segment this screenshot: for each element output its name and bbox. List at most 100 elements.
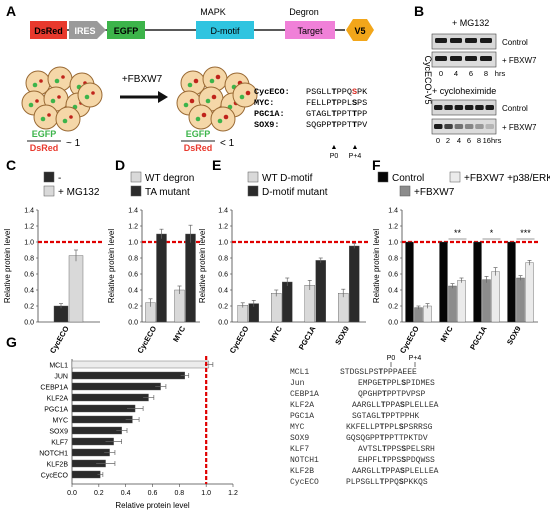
x-axis-label: Relative protein level [115, 501, 189, 510]
seqG-seq: SGTAGLTPPTPPHK [352, 412, 419, 421]
legend-label: WT degron [145, 173, 194, 184]
timepoint: 0 [439, 69, 443, 78]
band [465, 38, 477, 43]
bar [448, 285, 457, 323]
ratio-value-left: ~ 1 [66, 138, 81, 149]
seqA-seq: PSGLLTPPQSPK [306, 87, 368, 97]
seqA-p0-arrow: ▲ [331, 144, 338, 151]
legend-swatch [43, 171, 55, 183]
timepoint: 0 [436, 136, 440, 145]
y-tick-label: 0.4 [128, 288, 138, 295]
bar [71, 382, 161, 391]
category-label: PGC1A [468, 324, 489, 351]
seqG-seq: STDGSLPSTPPPAEEE [340, 368, 417, 377]
cell-cluster-right [176, 66, 258, 132]
bar [304, 285, 315, 323]
category-label: MYC [439, 324, 455, 343]
egfp-dot [54, 78, 60, 84]
blot2-fbxw7-label: + FBXW7 [502, 123, 537, 132]
dsred-dot [57, 95, 61, 99]
bar [507, 241, 516, 323]
y-tick-label: 0.2 [128, 304, 138, 311]
bar [71, 393, 149, 402]
category-label: MYC [171, 324, 187, 343]
panel-label-d: D [115, 157, 125, 173]
y-axis-label: Relative protein level [3, 229, 12, 303]
seqG-seq: GQSQGPPTPPTTPKTDV [346, 434, 428, 443]
timepoint: 16hrs [483, 136, 502, 145]
seqG-name: KLF7 [290, 445, 309, 454]
y-tick-label: 0.0 [218, 320, 228, 327]
y-tick-label: 0.2 [388, 304, 398, 311]
blot-mg132-control [431, 33, 497, 50]
cell [77, 82, 103, 108]
blot1-timepoints: 0 4 6 8 hrs [439, 69, 506, 78]
y-tick-label: 1.2 [128, 224, 138, 231]
dmotif-label: D-motif [211, 26, 240, 36]
timepoint: 6 [469, 69, 473, 78]
bar-charts: 0.0 0.2 0.4 0.6 0.8 1.0 1.2 1.4 Relative protein… [3, 171, 550, 510]
panel-label-c: C [6, 157, 16, 173]
seqG-name: NOTCH1 [290, 456, 319, 465]
egfp-box [107, 21, 145, 39]
egfp-dot [217, 118, 223, 124]
bar [405, 241, 414, 323]
cell [210, 106, 236, 132]
band [454, 124, 464, 129]
panel-label-g: G [6, 334, 17, 350]
dsred-dot [61, 75, 65, 79]
seqG-name: PGC1A [290, 412, 314, 421]
y-axis-label: Relative protein level [198, 229, 207, 303]
category-label: SOX9 [333, 325, 351, 347]
significance-marker: ** [454, 228, 462, 238]
y-tick-label: 0.0 [388, 320, 398, 327]
legend-label: + MG132 [58, 187, 100, 198]
y-tick-label: 1.0 [218, 240, 228, 247]
y-tick-label: 0.6 [24, 272, 34, 279]
ires-label: IRES [74, 26, 95, 36]
seqA-seq: GTAGLTPPTTPP [306, 109, 367, 119]
seqA-p4-arrow: ▲ [352, 144, 359, 151]
band [480, 56, 492, 61]
blot2-control-label: Control [502, 104, 528, 113]
legend-label: - [58, 173, 61, 184]
target-box [285, 21, 335, 39]
cell [188, 104, 214, 130]
bar [237, 305, 248, 323]
v5-hexagon [346, 19, 374, 41]
panel-label-f: F [372, 157, 381, 173]
ratio-value-right: < 1 [220, 138, 235, 149]
y-tick-label: 0.6 [128, 272, 138, 279]
bar [271, 293, 282, 323]
bar [473, 241, 482, 323]
bar [282, 281, 293, 323]
seqG-name: SOX9 [290, 434, 309, 443]
band [485, 124, 494, 129]
y-tick-label: 0.8 [218, 256, 228, 263]
bar [71, 470, 101, 479]
category-label: SOX9 [505, 325, 523, 347]
y-tick-label: 0.4 [388, 288, 398, 295]
target-label: Target [297, 26, 323, 36]
dsred-label: DsRed [34, 26, 63, 36]
y-tick-label: 0.8 [24, 256, 34, 263]
seqA-seq: FELLPTPPLSPS [306, 98, 367, 108]
bar [71, 448, 110, 457]
y-tick-label: 1.0 [388, 240, 398, 247]
legend-label: Control [392, 173, 424, 184]
seqG-name: KLF2A [290, 401, 314, 410]
band [434, 124, 443, 129]
band [485, 105, 494, 110]
y-tick-label: 0.4 [218, 288, 228, 295]
timepoint: 4 [457, 136, 461, 145]
egfp-dot [32, 82, 38, 88]
chart-E: 0.0 0.2 0.4 0.6 0.8 1.0 1.2 1.4 Relative protein… [198, 171, 368, 355]
cell [55, 106, 81, 132]
seqA-p0-label: P0 [330, 153, 339, 160]
y-tick-label: 0.6 [218, 272, 228, 279]
seqG-name: MCL1 [290, 368, 309, 377]
category-label: KLF2A [47, 396, 69, 403]
legend-swatch [130, 185, 142, 197]
category-label: KLF2B [47, 462, 69, 469]
legend-swatch [43, 185, 55, 197]
